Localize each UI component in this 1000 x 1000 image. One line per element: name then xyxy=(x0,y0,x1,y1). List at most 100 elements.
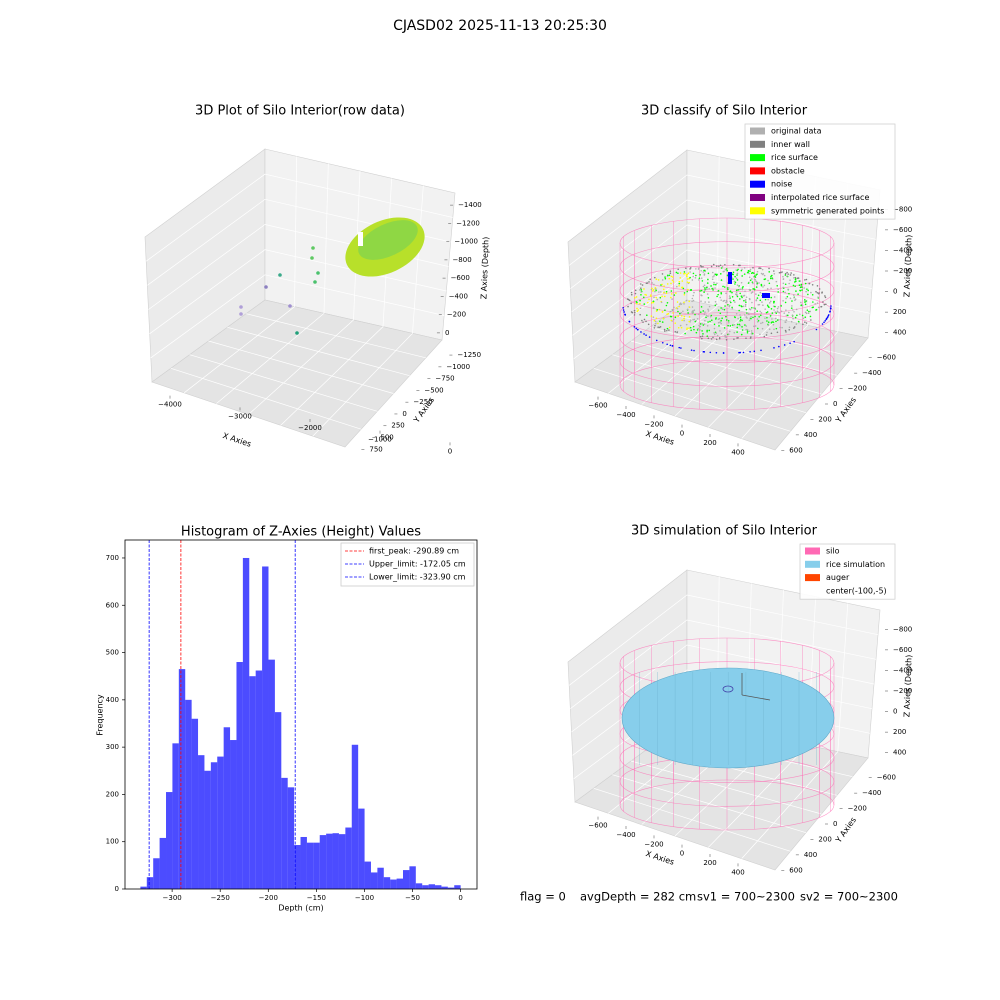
point-cloud xyxy=(634,289,637,292)
point-cloud xyxy=(661,273,664,275)
point-cloud xyxy=(721,308,724,311)
point-cloud xyxy=(708,329,711,332)
point-cloud xyxy=(701,335,704,337)
histogram-bar xyxy=(287,787,295,889)
legend-swatch xyxy=(805,574,820,582)
point-cloud xyxy=(678,282,681,285)
point-cloud xyxy=(703,351,706,353)
point-cloud xyxy=(677,315,679,318)
histogram-bar xyxy=(428,884,436,889)
point-cloud xyxy=(713,332,715,334)
z-tick-label: −400 xyxy=(893,666,912,674)
point-cloud xyxy=(782,275,784,278)
point-cloud xyxy=(789,342,791,344)
point-cloud xyxy=(708,305,711,308)
point-cloud xyxy=(697,268,700,270)
point-cloud xyxy=(804,301,806,303)
point-cloud xyxy=(715,351,718,354)
point-cloud xyxy=(758,315,760,318)
point-cloud xyxy=(790,307,793,309)
rice-surface xyxy=(621,667,835,769)
y-tick-label: 600 xyxy=(106,601,119,609)
point-cloud xyxy=(753,288,756,291)
point-cloud xyxy=(700,277,703,279)
point-cloud xyxy=(814,303,817,305)
point-cloud xyxy=(710,319,713,322)
point-cloud xyxy=(651,287,653,290)
legend-label: rice surface xyxy=(771,153,818,162)
subplot-title: Histogram of Z-Axies (Height) Values xyxy=(181,525,421,540)
status-text: flag = 0 xyxy=(520,890,566,904)
point-cloud xyxy=(794,285,796,288)
point-cloud xyxy=(810,291,812,294)
point-cloud xyxy=(774,317,777,320)
point-cloud xyxy=(687,312,689,314)
point-cloud xyxy=(264,285,268,289)
point-cloud xyxy=(711,287,713,290)
z-tick-label: −800 xyxy=(893,205,912,213)
point-cloud xyxy=(744,324,746,326)
y-tick-label: −400 xyxy=(862,789,881,797)
point-cloud xyxy=(743,267,746,269)
point-cloud xyxy=(746,330,749,333)
point-cloud xyxy=(706,335,709,337)
point-cloud xyxy=(707,278,709,281)
point-cloud xyxy=(794,316,797,319)
point-cloud xyxy=(697,327,699,330)
x-tick-label: 0 xyxy=(680,430,684,438)
point-cloud xyxy=(788,311,790,314)
point-cloud xyxy=(692,272,695,275)
point-cloud xyxy=(669,310,672,313)
point-cloud xyxy=(821,291,823,293)
point-cloud xyxy=(756,318,759,320)
point-cloud xyxy=(720,292,722,294)
point-cloud xyxy=(689,271,691,273)
point-cloud xyxy=(725,301,727,304)
point-cloud xyxy=(725,268,728,270)
point-cloud xyxy=(642,296,645,299)
point-cloud xyxy=(678,285,680,287)
point-cloud xyxy=(661,321,664,323)
point-cloud xyxy=(278,273,282,277)
point-cloud xyxy=(794,299,796,302)
point-cloud xyxy=(784,283,787,286)
point-cloud xyxy=(628,320,631,323)
silo-drawing xyxy=(619,637,835,831)
point-cloud xyxy=(800,301,802,304)
point-cloud xyxy=(746,331,749,334)
z-tick-label: 200 xyxy=(893,728,906,736)
point-cloud xyxy=(716,295,718,298)
point-cloud xyxy=(636,310,639,313)
y-tick-label: 0 xyxy=(833,400,837,408)
point-cloud xyxy=(792,317,794,320)
point-cloud xyxy=(780,310,783,313)
point-cloud xyxy=(644,293,646,296)
point-cloud xyxy=(706,282,709,284)
point-cloud xyxy=(800,283,803,286)
point-cloud xyxy=(679,277,682,279)
point-cloud xyxy=(717,289,720,292)
point-cloud xyxy=(658,291,660,293)
point-cloud xyxy=(704,319,706,322)
point-cloud xyxy=(702,324,705,326)
point-cloud xyxy=(753,350,756,353)
point-cloud xyxy=(639,313,641,316)
pane-grid xyxy=(568,594,879,686)
point-cloud xyxy=(703,269,705,272)
point-cloud xyxy=(748,272,750,275)
x-tick-label: −200 xyxy=(644,420,663,428)
point-cloud xyxy=(728,272,732,284)
point-cloud xyxy=(707,321,709,323)
point-cloud xyxy=(732,271,735,274)
legend-label: interpolated rice surface xyxy=(771,193,869,202)
point-cloud xyxy=(735,269,737,271)
point-cloud xyxy=(729,290,732,292)
point-cloud xyxy=(673,306,675,309)
point-cloud xyxy=(733,323,736,326)
z-tick-label: −600 xyxy=(893,226,912,234)
point-cloud xyxy=(718,265,720,268)
point-cloud xyxy=(777,288,779,291)
x-tick-label: −250 xyxy=(211,894,230,902)
point-cloud xyxy=(785,297,787,300)
point-cloud xyxy=(751,291,754,293)
